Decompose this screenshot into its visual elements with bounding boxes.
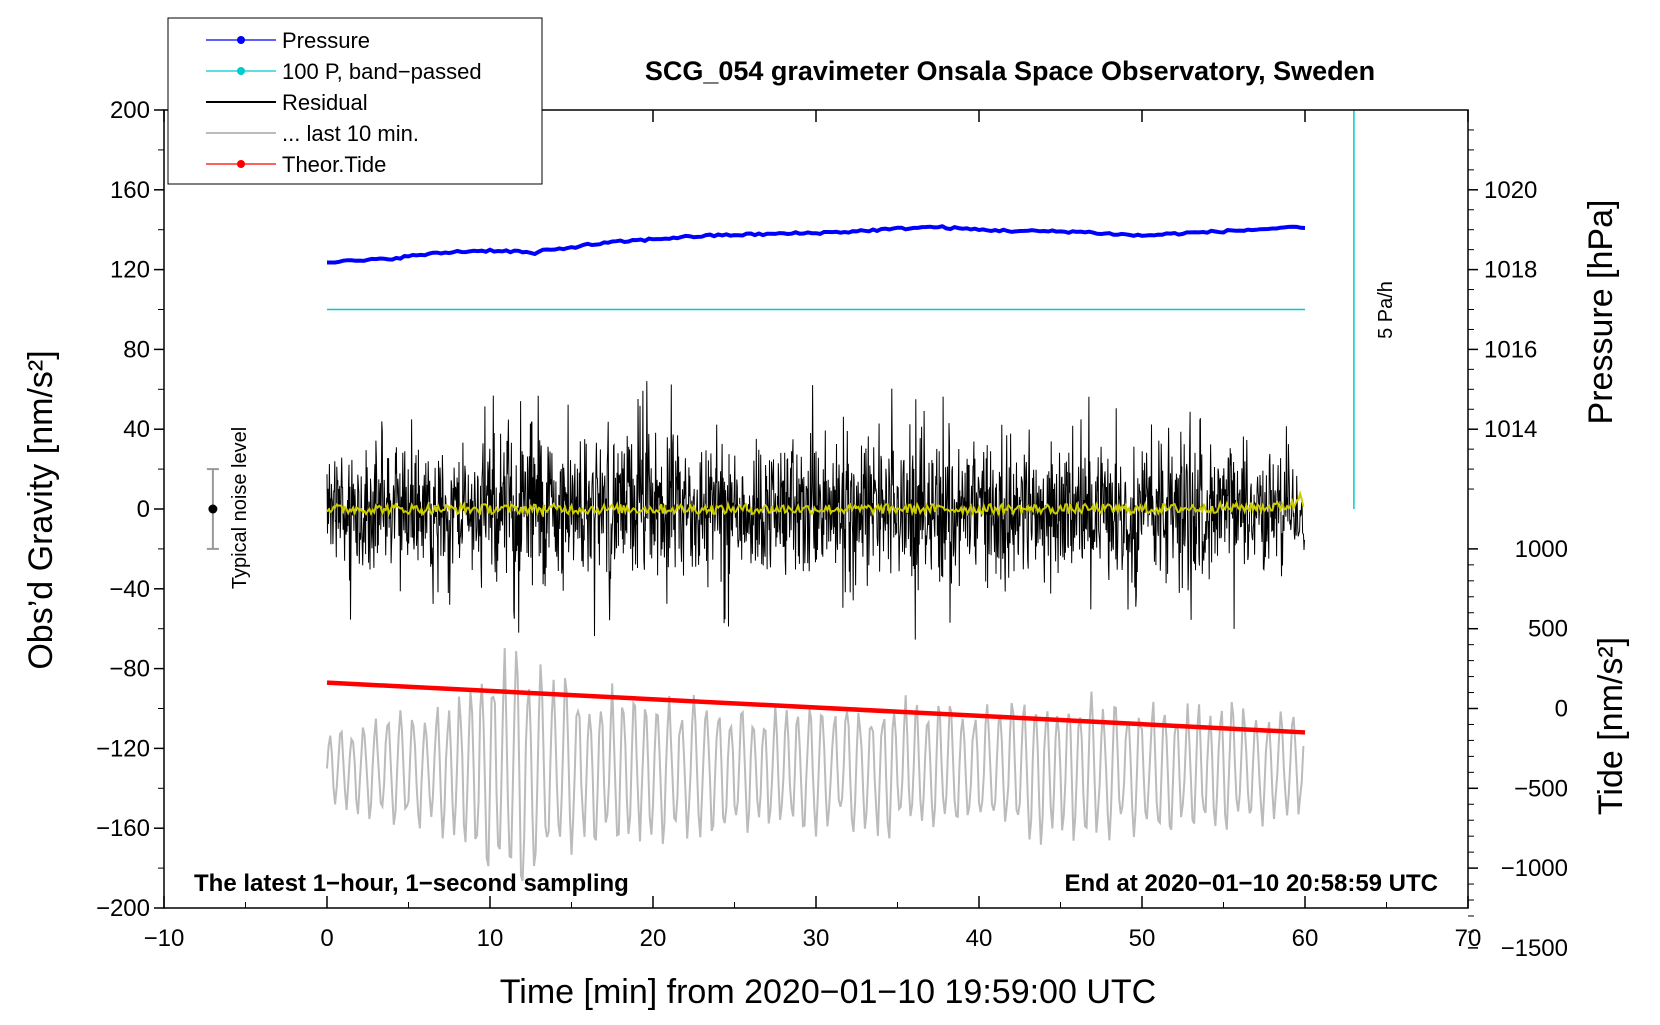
x-axis-title: Time [min] from 2020−01−10 19:59:00 UTC <box>500 973 1156 1011</box>
pressure-tick-label: 1016 <box>1484 336 1537 363</box>
y-tick-label-left: 200 <box>110 97 150 124</box>
pressure-tick-label: 1020 <box>1484 177 1537 204</box>
legend-label: Theor.Tide <box>282 152 386 177</box>
x-tick-label: 50 <box>1129 925 1156 952</box>
y-tick-label-left: −160 <box>96 815 150 842</box>
pressure-tick-label: 1014 <box>1484 416 1537 443</box>
y-tick-label-left: −200 <box>96 895 150 922</box>
y-tick-label-left: 80 <box>123 336 150 363</box>
ticks-layer: −10 0 10 20 30 40 50 60 7020016012080400−40−80−1… <box>96 97 1568 962</box>
legend-label: Residual <box>282 90 368 115</box>
sampling-annotation: The latest 1−hour, 1−second sampling <box>194 870 629 897</box>
residual-series <box>326 381 1305 640</box>
noise-bar-center <box>208 504 218 514</box>
end-time-annotation: End at 2020−01−10 20:58:59 UTC <box>1064 870 1438 897</box>
pressure-series <box>327 224 1306 265</box>
legend: Pressure 100 P, band−passed Residual ... la… <box>167 17 543 185</box>
tide-tick-label: −1000 <box>1501 855 1568 882</box>
x-tick-label: 30 <box>803 925 830 952</box>
tide-tick-label: −1500 <box>1501 935 1568 962</box>
x-tick-label: 10 <box>477 925 504 952</box>
x-tick-label: 20 <box>640 925 667 952</box>
tide-tick-label: 500 <box>1528 616 1568 643</box>
theoretical-tide-series <box>326 680 1306 735</box>
y-axis-title-pressure: Pressure [hPa] <box>1582 200 1620 425</box>
bandpassed-residual-series <box>326 490 1305 518</box>
legend-label: ... last 10 min. <box>282 121 419 146</box>
tide-tick-label: 1000 <box>1515 536 1568 563</box>
last-10-min-series <box>326 648 1305 882</box>
y-tick-label-left: −80 <box>109 656 150 683</box>
y-axis-title-left: Obs’d Gravity [nm/s²] <box>22 350 60 669</box>
legend-label: Pressure <box>282 28 370 53</box>
y-tick-label-left: 0 <box>137 496 150 523</box>
legend-marker <box>237 36 245 44</box>
series-clip-group <box>326 224 1306 882</box>
x-tick-label: 40 <box>966 925 993 952</box>
legend-marker <box>237 160 245 168</box>
y-axis-title-tide: Tide [nm/s²] <box>1592 637 1630 815</box>
series-layer <box>206 110 1355 882</box>
tide-tick-label: 0 <box>1555 696 1568 723</box>
legend-marker <box>237 67 245 75</box>
x-tick-label: −10 <box>144 925 185 952</box>
chart-title: SCG_054 gravimeter Onsala Space Observat… <box>645 56 1375 86</box>
y-tick-label-left: 120 <box>110 257 150 284</box>
pressure-tick-label: 1018 <box>1484 257 1537 284</box>
x-tick-label: 60 <box>1292 925 1319 952</box>
rate-label: 5 Pa/h <box>1375 281 1397 339</box>
tide-tick-label: −500 <box>1514 775 1568 802</box>
legend-label: 100 P, band−passed <box>282 59 482 84</box>
y-tick-label-left: −120 <box>96 735 150 762</box>
noise-level-label: Typical noise level <box>229 427 251 589</box>
y-tick-label-left: −40 <box>109 576 150 603</box>
y-tick-label-left: 40 <box>123 416 150 443</box>
x-tick-label: 0 <box>320 925 333 952</box>
y-tick-label-left: 160 <box>110 177 150 204</box>
